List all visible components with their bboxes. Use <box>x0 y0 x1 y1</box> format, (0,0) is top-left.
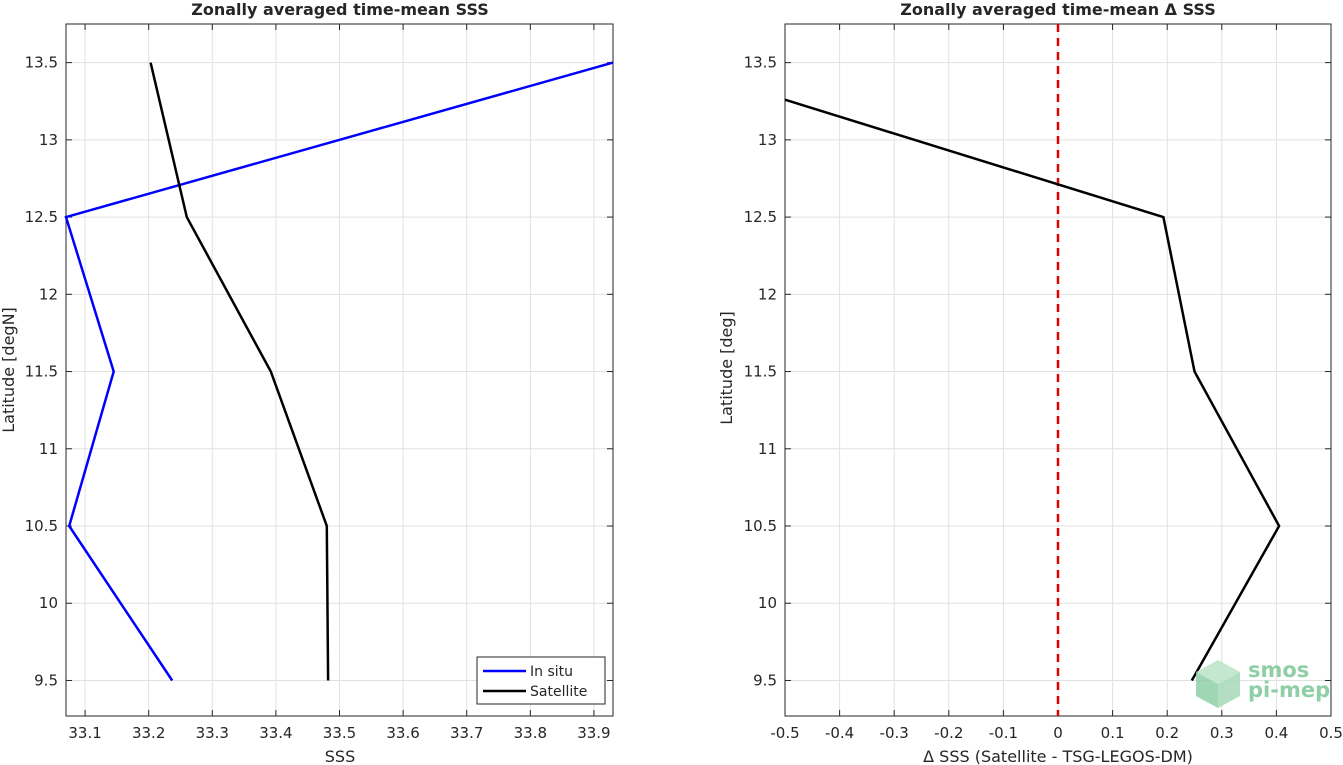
x-tick-label: 0.5 <box>1319 724 1343 742</box>
smos-pi-mep-logo: smos pi-mep <box>1196 658 1330 708</box>
x-axis-label-sss: SSS <box>325 747 355 765</box>
panel-delta-sss-profile: -0.5 -0.4 -0.3 -0.2 -0.1 0 0.1 0.2 0.3 0.4 0.5 9.5 1… <box>717 0 1343 765</box>
y-tick-label: 12 <box>39 285 58 303</box>
y-tick-label: 11.5 <box>25 363 58 381</box>
plot-area-delta-sss: -0.5 -0.4 -0.3 -0.2 -0.1 0 0.1 0.2 0.3 0.4 0.5 9.5 1… <box>744 23 1343 742</box>
y-tick-label: 10.5 <box>25 517 58 535</box>
y-tick-label: 11 <box>758 440 777 458</box>
y-tick-label: 12.5 <box>25 208 58 226</box>
panel-sss-profile: 33.1 33.2 33.3 33.4 33.5 33.6 33.7 33.8 33.9 9.5 1… <box>0 0 614 765</box>
y-tick-label: 11 <box>39 440 58 458</box>
series-line-series-0 <box>784 98 1281 682</box>
y-tick-label: 13 <box>39 131 58 149</box>
x-tick-label: 33.9 <box>577 724 610 742</box>
legend-label-satellite: Satellite <box>530 684 587 700</box>
x-tick-label: 33.6 <box>386 724 419 742</box>
x-tick-label: 0 <box>1053 724 1063 742</box>
series-line-in-situ <box>64 61 614 682</box>
plot-area-sss: 33.1 33.2 33.3 33.4 33.5 33.6 33.7 33.8 33.9 9.5 1… <box>25 23 614 742</box>
legend-label-in-situ: In situ <box>530 664 573 680</box>
x-tick-label: -0.4 <box>825 724 854 742</box>
x-tick-label: 33.8 <box>514 724 547 742</box>
y-tick-label: 10.5 <box>744 517 777 535</box>
logo-text-smos: smos <box>1248 658 1309 682</box>
y-tick-label: 11.5 <box>744 363 777 381</box>
x-tick-label: 0.4 <box>1264 724 1288 742</box>
legend: In situ Satellite <box>476 656 606 705</box>
logo-cube-icon <box>1196 660 1240 708</box>
x-tick-label: 0.3 <box>1210 724 1234 742</box>
series-line-satellite <box>149 62 330 681</box>
x-tick-label: 33.1 <box>68 724 101 742</box>
x-tick-label: -0.2 <box>934 724 963 742</box>
y-tick-label: 13.5 <box>744 54 777 72</box>
chart-title-delta-sss: Zonally averaged time-mean Δ SSS <box>900 0 1216 19</box>
x-tick-label: 0.1 <box>1101 724 1125 742</box>
x-tick-label: 33.4 <box>259 724 292 742</box>
y-axis-label-sss: Latitude [degN] <box>0 307 18 433</box>
x-tick-label: 33.5 <box>323 724 356 742</box>
chart-title-sss: Zonally averaged time-mean SSS <box>191 0 489 19</box>
x-tick-label: -0.3 <box>880 724 909 742</box>
y-axis-label-delta-sss: Latitude [deg] <box>717 311 736 425</box>
y-tick-label: 13 <box>758 131 777 149</box>
x-tick-label: 33.7 <box>450 724 483 742</box>
legend-box <box>476 656 606 705</box>
x-axis-label-delta-sss: Δ SSS (Satellite - TSG-LEGOS-DM) <box>923 747 1193 765</box>
y-tick-label: 10 <box>758 594 777 612</box>
x-tick-label: -0.5 <box>770 724 799 742</box>
y-tick-label: 13.5 <box>25 54 58 72</box>
x-tick-label: 0.2 <box>1155 724 1179 742</box>
logo-text-pi-mep: pi-mep <box>1248 678 1330 702</box>
y-tick-label: 9.5 <box>34 671 58 689</box>
x-tick-label: 33.3 <box>196 724 229 742</box>
x-tick-label: 33.2 <box>132 724 165 742</box>
x-tick-label: -0.1 <box>989 724 1018 742</box>
y-tick-label: 12.5 <box>744 208 777 226</box>
y-tick-label: 10 <box>39 594 58 612</box>
y-tick-label: 9.5 <box>753 671 777 689</box>
y-tick-label: 12 <box>758 285 777 303</box>
